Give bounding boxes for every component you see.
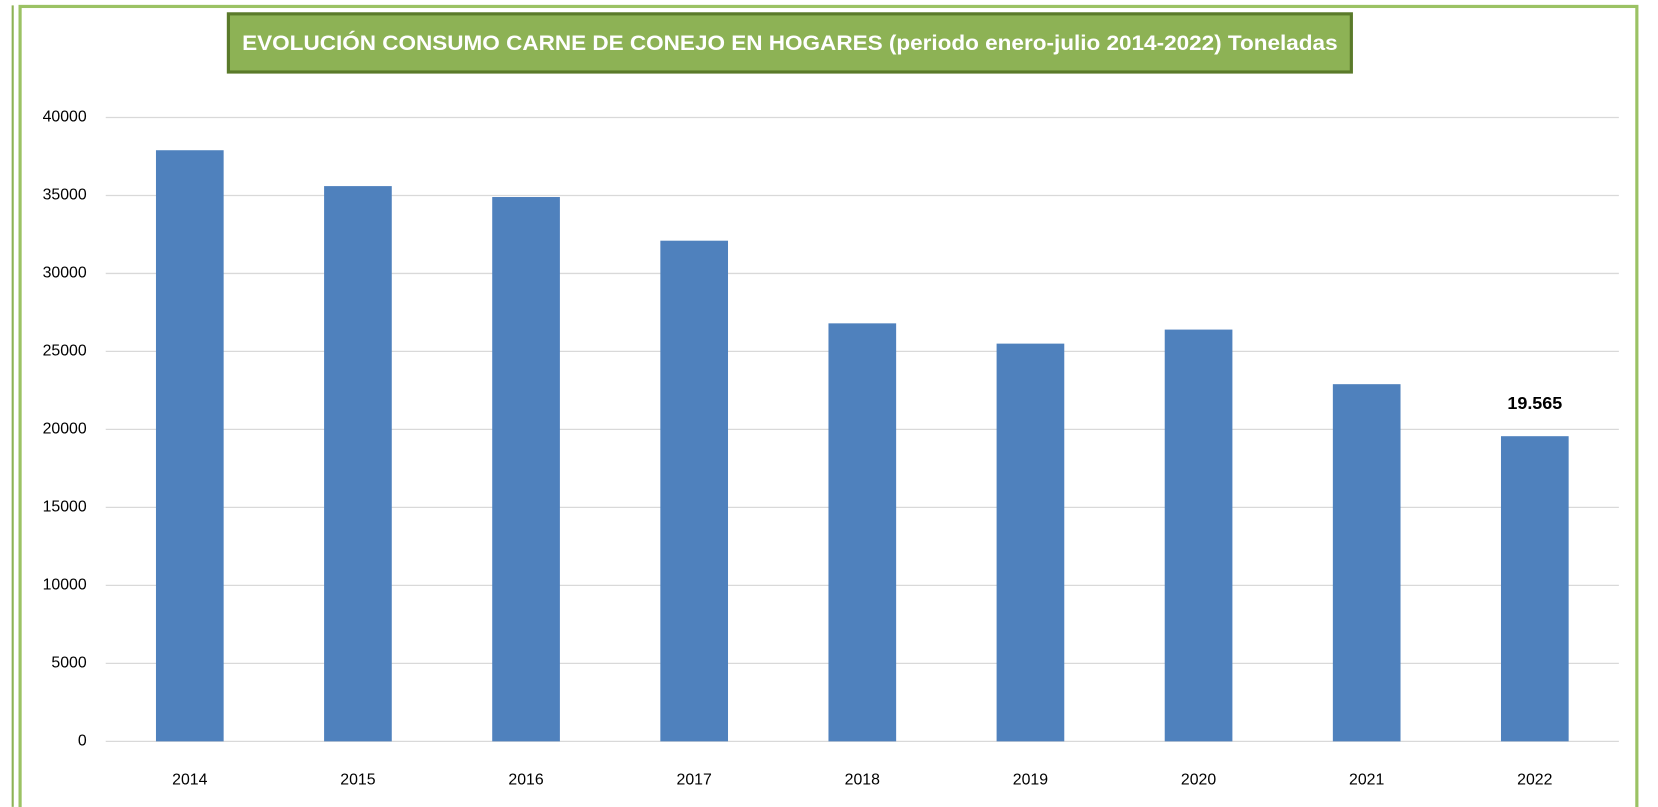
- y-tick-label: 35000: [43, 187, 87, 204]
- bar: [492, 197, 560, 742]
- x-tick-label: 2014: [172, 772, 207, 789]
- bar: [996, 343, 1065, 742]
- x-tick-label: 2020: [1181, 772, 1216, 789]
- y-tick-label: 15000: [43, 499, 87, 516]
- x-tick-label: 2017: [677, 772, 712, 789]
- y-tick-label: 0: [78, 733, 87, 750]
- x-tick-label: 2021: [1349, 772, 1384, 789]
- x-tick-label: 2015: [340, 772, 375, 789]
- bar: [1332, 384, 1401, 742]
- bar: [324, 186, 392, 742]
- bar: [1500, 436, 1569, 742]
- x-tick-label: 2019: [1013, 772, 1048, 789]
- x-tick-label: 2016: [508, 772, 543, 789]
- bar: [828, 323, 897, 742]
- y-tick-label: 30000: [43, 265, 87, 282]
- title-box: [226, 12, 1353, 74]
- x-tick-label: 2022: [1517, 772, 1552, 789]
- chart-frame: [18, 4, 1639, 807]
- bar: [1164, 329, 1233, 742]
- bar: [660, 240, 729, 742]
- y-tick-label: 20000: [43, 421, 87, 438]
- y-tick-label: 25000: [43, 343, 87, 360]
- y-tick-label: 40000: [43, 109, 87, 126]
- chart-title: EVOLUCIÓN CONSUMO CARNE DE CONEJO EN HOG…: [242, 31, 1337, 55]
- x-tick-label: 2018: [845, 772, 880, 789]
- bar: [155, 150, 224, 742]
- y-tick-label: 10000: [43, 577, 87, 594]
- data-label: 19.565: [1507, 393, 1562, 413]
- y-tick-label: 5000: [51, 655, 86, 672]
